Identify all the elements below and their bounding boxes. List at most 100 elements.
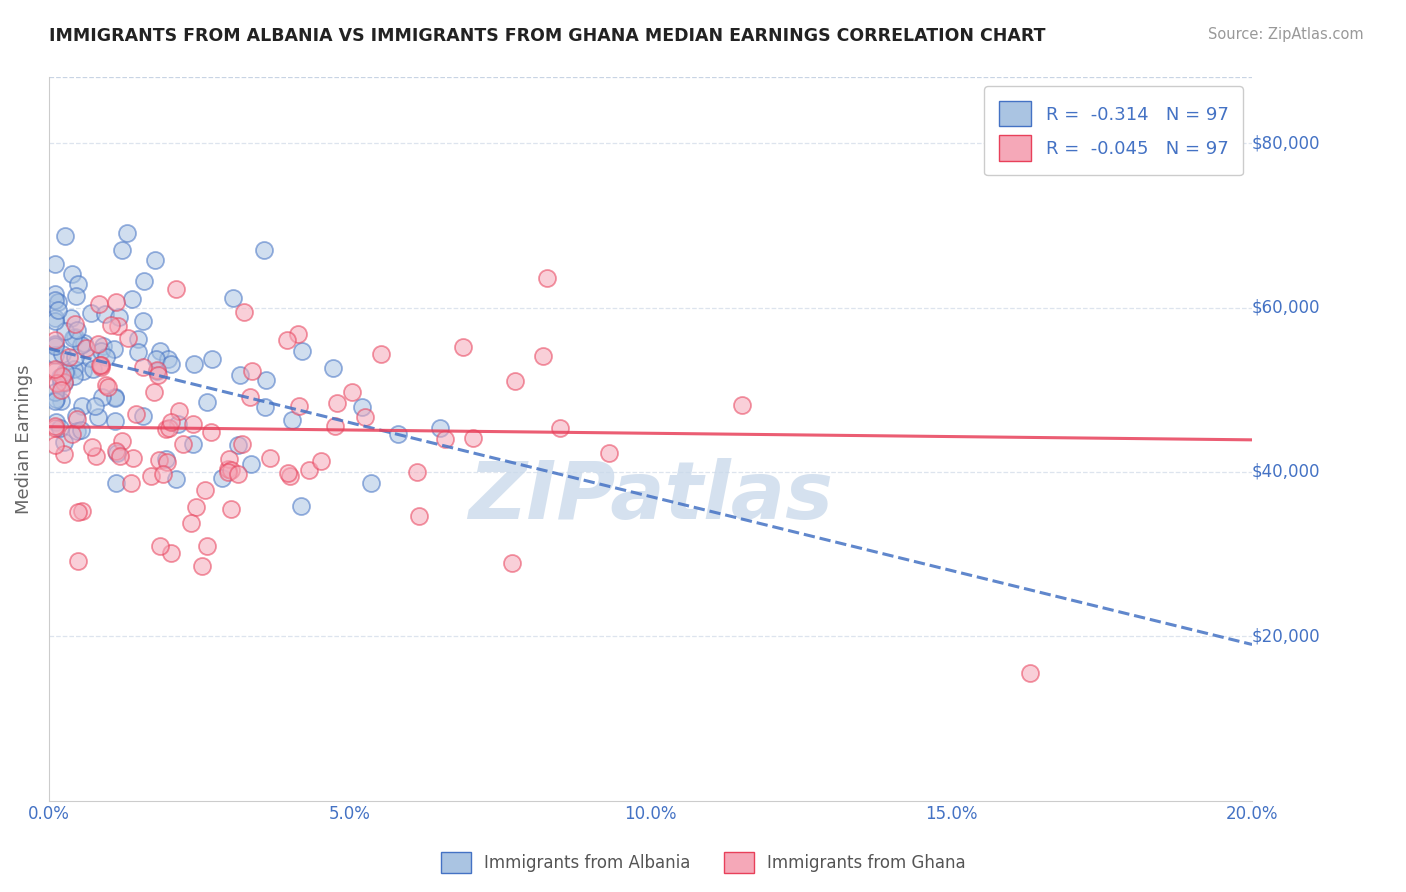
- Point: [66, 277, 89, 292]
- Point: [157, 352, 180, 367]
- Point: [111, 243, 134, 257]
- Point: [172, 437, 194, 451]
- Point: [149, 344, 172, 359]
- Point: [70, 399, 93, 413]
- Point: [219, 462, 242, 476]
- Point: [429, 421, 451, 435]
- Point: [51, 346, 73, 360]
- Point: [287, 326, 309, 341]
- Text: Source: ZipAtlas.com: Source: ZipAtlas.com: [1208, 27, 1364, 42]
- Point: [70, 504, 93, 518]
- Point: [165, 282, 187, 296]
- Point: [65, 409, 87, 424]
- Point: [66, 554, 89, 568]
- Point: [80, 305, 103, 319]
- Point: [105, 445, 128, 459]
- Point: [66, 425, 89, 439]
- Point: [148, 453, 170, 467]
- Point: [731, 398, 754, 412]
- Point: [44, 293, 66, 307]
- Point: [107, 318, 129, 333]
- Point: [60, 267, 83, 281]
- Text: $80,000: $80,000: [1253, 134, 1320, 153]
- Point: [184, 500, 207, 514]
- Point: [100, 318, 122, 333]
- Point: [155, 421, 177, 435]
- Point: [152, 467, 174, 481]
- Point: [72, 363, 94, 377]
- Point: [149, 539, 172, 553]
- Point: [73, 336, 96, 351]
- Point: [217, 462, 239, 476]
- Point: [194, 483, 217, 497]
- Point: [231, 437, 253, 451]
- Point: [195, 395, 218, 409]
- Point: [121, 292, 143, 306]
- Point: [387, 426, 409, 441]
- Point: [370, 347, 392, 361]
- Point: [66, 323, 89, 337]
- Point: [226, 467, 249, 481]
- Point: [87, 409, 110, 424]
- Point: [156, 455, 179, 469]
- Point: [408, 509, 430, 524]
- Point: [51, 376, 73, 390]
- Point: [222, 291, 245, 305]
- Point: [463, 431, 485, 445]
- Point: [44, 339, 66, 353]
- Point: [291, 344, 314, 359]
- Point: [451, 340, 474, 354]
- Point: [353, 409, 375, 424]
- Point: [66, 411, 89, 425]
- Point: [239, 390, 262, 404]
- Point: [132, 409, 155, 423]
- Point: [55, 366, 77, 380]
- Point: [132, 274, 155, 288]
- Text: $60,000: $60,000: [1253, 299, 1320, 317]
- Point: [91, 339, 114, 353]
- Point: [145, 252, 167, 267]
- Point: [127, 332, 149, 346]
- Point: [360, 475, 382, 490]
- Text: $20,000: $20,000: [1253, 627, 1320, 645]
- Point: [259, 451, 281, 466]
- Point: [65, 289, 87, 303]
- Point: [132, 314, 155, 328]
- Point: [82, 440, 104, 454]
- Point: [148, 368, 170, 382]
- Point: [278, 469, 301, 483]
- Text: $40,000: $40,000: [1253, 463, 1320, 481]
- Point: [90, 343, 112, 358]
- Point: [104, 443, 127, 458]
- Point: [45, 416, 67, 430]
- Point: [44, 393, 66, 408]
- Point: [200, 352, 222, 367]
- Point: [44, 286, 66, 301]
- Point: [105, 294, 128, 309]
- Point: [219, 502, 242, 516]
- Point: [183, 357, 205, 371]
- Point: [94, 307, 117, 321]
- Point: [84, 400, 107, 414]
- Point: [82, 362, 104, 376]
- Point: [167, 404, 190, 418]
- Point: [181, 437, 204, 451]
- Point: [51, 369, 73, 384]
- Point: [44, 362, 66, 376]
- Point: [104, 415, 127, 429]
- Point: [53, 365, 76, 379]
- Point: [87, 336, 110, 351]
- Point: [53, 375, 76, 389]
- Y-axis label: Median Earnings: Median Earnings: [15, 364, 32, 514]
- Point: [62, 331, 84, 345]
- Point: [44, 314, 66, 328]
- Point: [45, 392, 67, 406]
- Point: [326, 396, 349, 410]
- Point: [97, 380, 120, 394]
- Point: [44, 421, 66, 435]
- Point: [211, 470, 233, 484]
- Point: [90, 360, 112, 375]
- Point: [52, 376, 75, 391]
- Point: [75, 341, 97, 355]
- Point: [44, 348, 66, 362]
